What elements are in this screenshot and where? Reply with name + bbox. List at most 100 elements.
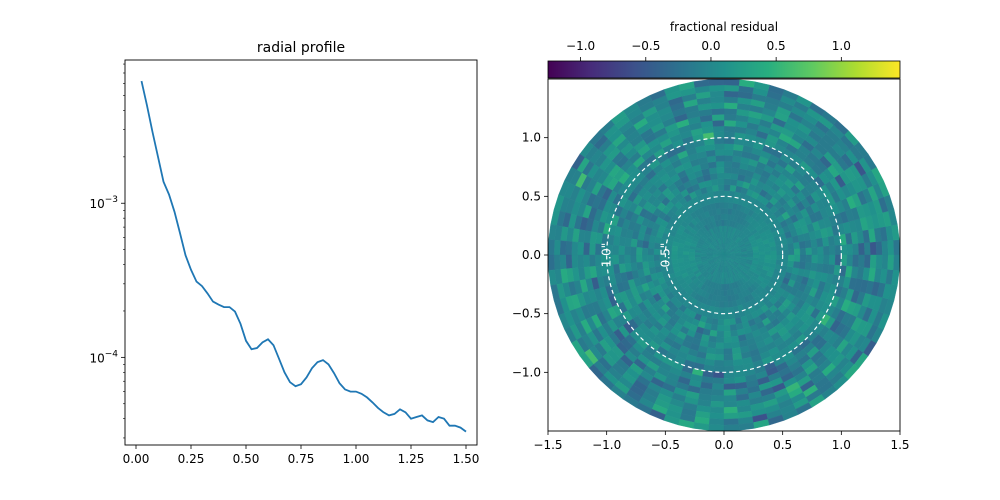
- residual-cell: [716, 166, 725, 174]
- residual-cell: [708, 79, 725, 86]
- residual-cell: [723, 155, 733, 162]
- residual-cell: [811, 254, 819, 264]
- residual-cell: [834, 244, 842, 256]
- residual-cell: [834, 254, 842, 266]
- residual-cell: [723, 160, 733, 168]
- residual-cell: [723, 125, 736, 133]
- residual-cell: [723, 377, 736, 385]
- residual-cell: [641, 247, 649, 256]
- residual-cell: [723, 79, 740, 86]
- plot-frame: [124, 59, 478, 446]
- residual-cell: [565, 254, 573, 270]
- residual-cell: [641, 261, 650, 270]
- residual-cell: [723, 359, 734, 367]
- residual-cell: [718, 196, 725, 203]
- residual-cell: [723, 213, 728, 221]
- residual-cell: [708, 424, 725, 431]
- residual-cell: [723, 190, 730, 197]
- residual-cell: [677, 246, 684, 252]
- residual-cell: [712, 377, 725, 385]
- residual-cell: [708, 84, 725, 92]
- residual-cell: [711, 318, 719, 326]
- residual-cell: [798, 240, 807, 249]
- residual-cell: [720, 284, 725, 291]
- residual-cell: [805, 254, 813, 263]
- reference-circles: 0.5" 1.0": [600, 137, 842, 373]
- x-tick-label: 1.00: [343, 452, 370, 466]
- reference-circle-label: 1.0": [600, 243, 614, 268]
- residual-disk: [548, 79, 900, 431]
- residual-cell: [716, 172, 725, 180]
- residual-cell: [869, 254, 877, 269]
- residual-cell: [852, 243, 860, 256]
- residual-cell: [887, 239, 895, 256]
- residual-cell: [723, 406, 739, 414]
- y-tick-label: 10−4: [89, 349, 118, 365]
- residual-cell: [671, 245, 679, 252]
- residual-cell: [723, 365, 735, 373]
- residual-cell: [712, 125, 725, 133]
- colorbar-tick-label: 0.0: [701, 39, 720, 53]
- residual-cell: [770, 250, 778, 256]
- reference-circle-label: 0.5": [658, 243, 672, 268]
- residual-cell: [635, 247, 643, 256]
- residual-cell: [624, 254, 631, 264]
- residual-cell: [723, 348, 733, 355]
- residual-cell: [799, 254, 807, 263]
- residual-cell: [781, 259, 789, 267]
- residual-cell: [565, 240, 573, 256]
- residual-cell: [682, 251, 690, 256]
- colorbar: [547, 60, 901, 79]
- residual-cell: [782, 249, 789, 256]
- residual-cell: [559, 240, 567, 256]
- residual-cell: [723, 149, 734, 156]
- residual-cell: [741, 254, 748, 258]
- residual-cell: [553, 254, 561, 271]
- residual-cell: [710, 400, 725, 408]
- residual-cell: [710, 102, 725, 110]
- residual-cell: [723, 342, 733, 350]
- residual-cell: [846, 243, 854, 256]
- residual-cell: [764, 254, 772, 260]
- residual-cell: [893, 254, 900, 271]
- residual-cell: [846, 254, 854, 267]
- residual-cell: [577, 242, 584, 256]
- residual-cell: [641, 254, 649, 263]
- residual-cell: [723, 172, 732, 180]
- residual-cell: [716, 330, 725, 338]
- y-tick-label: 1.0: [522, 131, 541, 145]
- residual-cell: [723, 84, 740, 92]
- residual-cell: [571, 254, 579, 269]
- y-tick-label: 0.0: [522, 248, 541, 262]
- residual-cell: [776, 254, 783, 261]
- colorbar-tick-label: −0.5: [631, 39, 660, 53]
- reference-circle: [664, 195, 784, 315]
- residual-cell: [582, 254, 590, 268]
- y-tick-label: 10−3: [89, 195, 118, 211]
- residual-cell: [714, 149, 725, 156]
- residual-cell: [858, 254, 866, 268]
- residual-cell: [629, 246, 637, 256]
- x-tick-label: 1.5: [890, 438, 909, 452]
- residual-cell: [641, 240, 650, 249]
- residual-cell: [717, 319, 725, 326]
- residual-cell: [875, 254, 883, 270]
- residual-cell: [753, 254, 760, 259]
- residual-cell: [728, 196, 735, 204]
- residual-cell: [618, 245, 625, 256]
- residual-cell: [708, 418, 725, 426]
- residual-cell: [717, 178, 725, 186]
- residual-cell: [720, 289, 725, 297]
- residual-cell: [647, 260, 655, 269]
- residual-cell: [723, 113, 737, 121]
- residual-cell: [710, 324, 719, 332]
- residual-cell: [723, 231, 727, 238]
- residual-cell: [727, 208, 733, 215]
- residual-cell: [817, 246, 824, 256]
- y-tick-label: −0.5: [512, 307, 541, 321]
- x-tick-label: 0.50: [233, 452, 260, 466]
- residual-cell: [721, 272, 725, 279]
- residual-cell: [729, 184, 737, 192]
- residual-cell: [769, 258, 777, 265]
- residual-cell: [887, 254, 895, 271]
